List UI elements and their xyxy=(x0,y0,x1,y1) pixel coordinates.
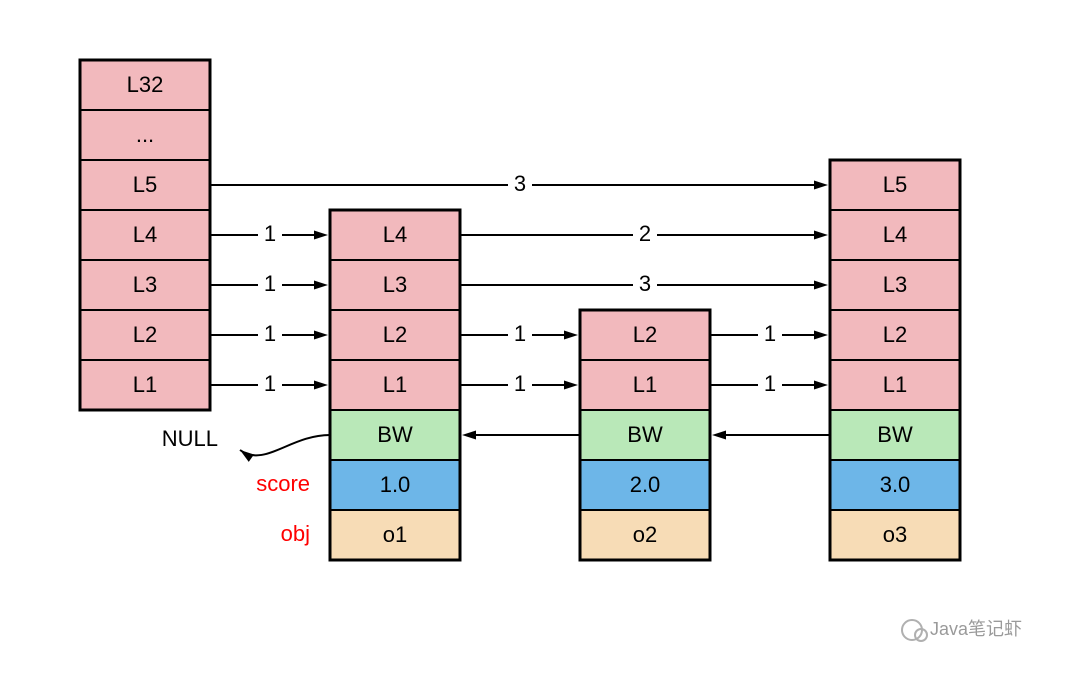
node-cell-label: BW xyxy=(377,422,413,447)
edge-label: 1 xyxy=(264,221,276,246)
node-cell: o3 xyxy=(830,510,960,560)
node-cell-label: L5 xyxy=(133,172,157,197)
node-cell: L32 xyxy=(80,60,210,110)
edge-label: 1 xyxy=(264,371,276,396)
node-cell-label: L2 xyxy=(383,322,407,347)
edge-label: 3 xyxy=(639,271,651,296)
score-label: score xyxy=(256,471,310,496)
node-cell: L3 xyxy=(830,260,960,310)
node-cell: L2 xyxy=(580,310,710,360)
edge-label: 1 xyxy=(264,321,276,346)
node-cell: L3 xyxy=(80,260,210,310)
node-cell-label: L4 xyxy=(133,222,157,247)
node-cell-label: 3.0 xyxy=(880,472,911,497)
node-cell-label: L32 xyxy=(127,72,164,97)
node-cell-label: L2 xyxy=(633,322,657,347)
node-cell-label: ... xyxy=(136,122,154,147)
node-cell-label: L5 xyxy=(883,172,907,197)
watermark-text: Java笔记虾 xyxy=(930,619,1022,639)
node-cell: o1 xyxy=(330,510,460,560)
node-cell: 3.0 xyxy=(830,460,960,510)
node-stack-c2: L2 L1 BW 2.0 o2 xyxy=(580,310,710,560)
node-cell-label: L2 xyxy=(883,322,907,347)
node-cell-label: 1.0 xyxy=(380,472,411,497)
node-cell-label: L4 xyxy=(383,222,407,247)
node-cell: 1.0 xyxy=(330,460,460,510)
node-cell-label: o1 xyxy=(383,522,407,547)
node-cell-label: 2.0 xyxy=(630,472,661,497)
node-cell: L2 xyxy=(830,310,960,360)
node-stack-c3: L5 L4 L3 L2 L1 BW 3.0 o3 xyxy=(830,160,960,560)
node-cell-label: L2 xyxy=(133,322,157,347)
node-cell: L1 xyxy=(830,360,960,410)
node-cell: L3 xyxy=(330,260,460,310)
node-cell: L2 xyxy=(330,310,460,360)
node-cell-label: L3 xyxy=(383,272,407,297)
node-cell: L5 xyxy=(830,160,960,210)
node-cell: L4 xyxy=(80,210,210,260)
edge-label: 2 xyxy=(639,221,651,246)
edge-label: 3 xyxy=(514,171,526,196)
node-cell: BW xyxy=(330,410,460,460)
edge-label: 1 xyxy=(264,271,276,296)
node-cell: L4 xyxy=(330,210,460,260)
edge-label: 1 xyxy=(514,321,526,346)
node-cell: L4 xyxy=(830,210,960,260)
null-label: NULL xyxy=(162,426,218,451)
node-cell: 2.0 xyxy=(580,460,710,510)
obj-label: obj xyxy=(281,521,310,546)
node-cell: L5 xyxy=(80,160,210,210)
edge-label: 1 xyxy=(514,371,526,396)
node-cell-label: L1 xyxy=(133,372,157,397)
node-cell: ... xyxy=(80,110,210,160)
node-cell: L1 xyxy=(330,360,460,410)
node-cell: o2 xyxy=(580,510,710,560)
node-cell-label: L4 xyxy=(883,222,907,247)
node-cell-label: BW xyxy=(877,422,913,447)
node-cell-label: L1 xyxy=(883,372,907,397)
node-cell-label: o2 xyxy=(633,522,657,547)
node-cell-label: BW xyxy=(627,422,663,447)
node-cell: L1 xyxy=(80,360,210,410)
edge-label: 1 xyxy=(764,371,776,396)
node-cell-label: L3 xyxy=(883,272,907,297)
node-cell: L1 xyxy=(580,360,710,410)
node-cell-label: L1 xyxy=(383,372,407,397)
node-cell: BW xyxy=(830,410,960,460)
edge-label: 1 xyxy=(764,321,776,346)
node-cell: L2 xyxy=(80,310,210,360)
node-cell-label: L3 xyxy=(133,272,157,297)
node-stack-c0: L32... L5 L4 L3 L2 L1 xyxy=(80,60,210,410)
node-cell: BW xyxy=(580,410,710,460)
node-stack-c1: L4 L3 L2 L1 BW 1.0 o1 xyxy=(330,210,460,560)
node-cell-label: L1 xyxy=(633,372,657,397)
node-cell-label: o3 xyxy=(883,522,907,547)
